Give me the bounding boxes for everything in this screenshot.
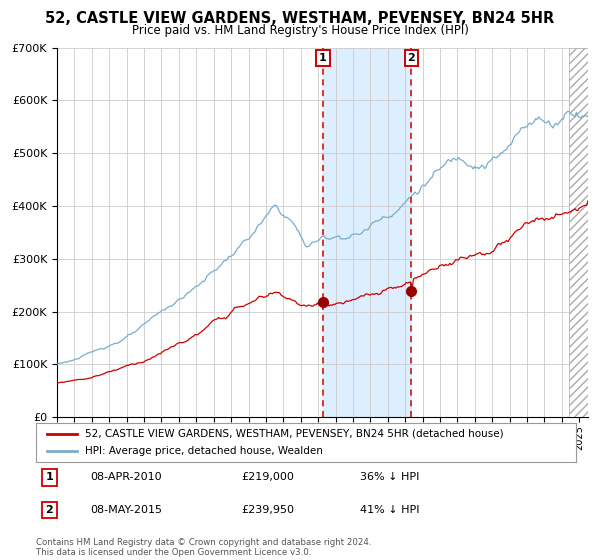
Text: 08-APR-2010: 08-APR-2010: [90, 473, 161, 482]
Text: 1: 1: [46, 473, 53, 482]
Bar: [323, 48, 412, 417]
Bar: [569, 48, 588, 417]
Text: 08-MAY-2015: 08-MAY-2015: [90, 505, 162, 515]
Text: 36% ↓ HPI: 36% ↓ HPI: [360, 473, 419, 482]
Text: £239,950: £239,950: [241, 505, 294, 515]
Text: Price paid vs. HM Land Registry's House Price Index (HPI): Price paid vs. HM Land Registry's House …: [131, 24, 469, 36]
Text: 2: 2: [407, 53, 415, 63]
Text: 2: 2: [46, 505, 53, 515]
Text: 52, CASTLE VIEW GARDENS, WESTHAM, PEVENSEY, BN24 5HR (detached house): 52, CASTLE VIEW GARDENS, WESTHAM, PEVENS…: [85, 429, 503, 439]
Text: Contains HM Land Registry data © Crown copyright and database right 2024.
This d: Contains HM Land Registry data © Crown c…: [36, 538, 371, 557]
Text: 1: 1: [319, 53, 327, 63]
Text: HPI: Average price, detached house, Wealden: HPI: Average price, detached house, Weal…: [85, 446, 322, 456]
Text: £219,000: £219,000: [241, 473, 294, 482]
Text: 52, CASTLE VIEW GARDENS, WESTHAM, PEVENSEY, BN24 5HR: 52, CASTLE VIEW GARDENS, WESTHAM, PEVENS…: [46, 11, 554, 26]
Text: 41% ↓ HPI: 41% ↓ HPI: [360, 505, 419, 515]
